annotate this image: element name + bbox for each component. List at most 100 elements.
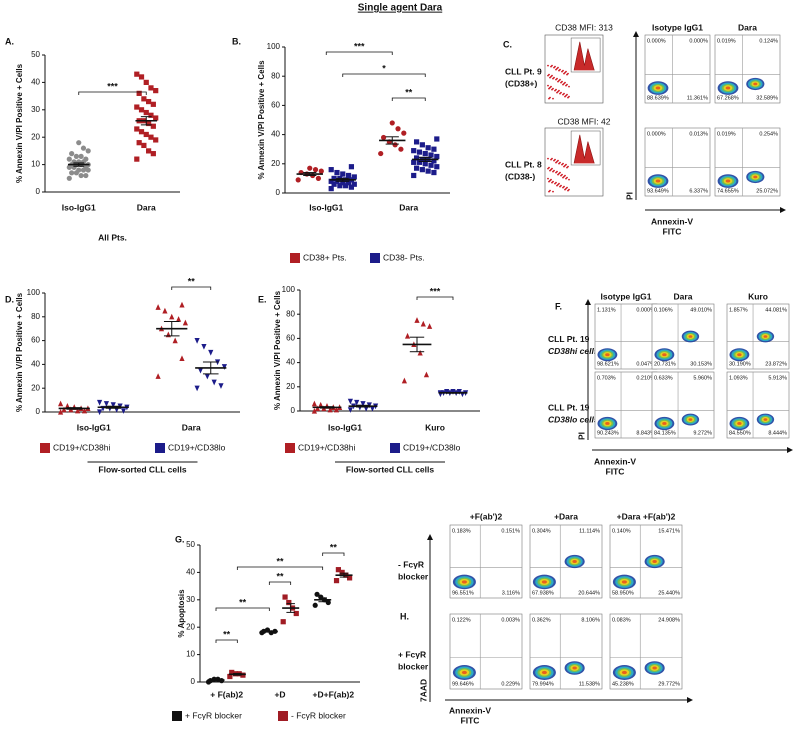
cell-density — [461, 580, 467, 584]
quadrant-value: 8.444% — [768, 430, 787, 436]
quadrant-value: 67.938% — [532, 590, 554, 596]
quadrant-value: 1.857% — [729, 307, 748, 313]
data-point — [311, 407, 317, 414]
event — [566, 93, 568, 96]
data-point — [420, 320, 426, 327]
x-tick-label: Dara — [399, 202, 418, 212]
panel-label: D. — [5, 294, 14, 304]
data-point — [76, 167, 82, 173]
data-point — [103, 401, 110, 407]
event — [565, 70, 567, 73]
event — [553, 76, 555, 79]
data-point — [450, 389, 456, 395]
data-point — [434, 164, 440, 170]
event — [568, 178, 570, 181]
y-tick-label: 20 — [31, 132, 40, 141]
event — [558, 182, 560, 185]
quadrant-value: 74.655% — [717, 188, 739, 194]
row-label: blocker — [398, 662, 429, 672]
data-point — [146, 98, 152, 105]
row-label: CD38hi cells — [548, 346, 599, 356]
legend-label: - FcγR blocker — [291, 710, 346, 720]
data-point — [413, 165, 420, 171]
y-tick-label: 30 — [186, 595, 195, 604]
event — [555, 181, 557, 184]
x-tick-label: +D — [274, 689, 285, 699]
data-point — [347, 398, 353, 405]
y-axis-label: % Annexin V/PI Positive + Cells — [15, 63, 24, 183]
legend-swatch — [390, 443, 400, 453]
quadrant-value: 79.994% — [532, 681, 554, 687]
quadrant-value: 84.550% — [729, 430, 751, 436]
significance-label: ** — [276, 571, 284, 581]
data-point — [325, 599, 331, 606]
x-axis-label: Annexin-V — [449, 705, 491, 715]
event — [564, 81, 566, 84]
x-tick-label: Dara — [137, 202, 156, 212]
data-point — [227, 673, 233, 680]
y-tick-label: 80 — [286, 309, 295, 318]
event — [568, 95, 570, 98]
quadrant-value: 5.960% — [693, 375, 712, 381]
panel-label: F. — [555, 301, 562, 311]
cell-density — [725, 86, 731, 90]
data-point — [312, 167, 319, 173]
data-point — [61, 406, 67, 413]
y-tick-label: 40 — [271, 130, 280, 139]
quadrant-value: 0.122% — [452, 617, 471, 623]
significance-bracket — [342, 73, 426, 77]
row-label: CLL Pt. 19 — [548, 334, 590, 344]
event — [559, 78, 561, 81]
event — [567, 165, 569, 168]
quadrant-value: 45.238% — [612, 681, 634, 687]
quadrant-value: 8.106% — [581, 617, 600, 623]
quadrant-value: 88.639% — [647, 95, 669, 101]
cell-density — [763, 418, 768, 421]
data-point — [404, 332, 411, 339]
quadrant-value: 30.190% — [729, 361, 751, 367]
column-header: Dara — [674, 291, 693, 301]
data-point — [413, 139, 420, 145]
data-point — [143, 79, 149, 85]
event — [559, 161, 561, 164]
event — [568, 188, 570, 191]
data-point — [153, 137, 159, 143]
cell-density — [753, 175, 758, 179]
data-point — [143, 109, 149, 116]
data-point — [431, 158, 437, 164]
data-point — [141, 142, 147, 149]
data-point — [120, 408, 127, 414]
mfi-label: CD38 MFI: 313 — [555, 22, 613, 32]
row-label: - FcγR — [398, 559, 424, 569]
data-point — [337, 183, 343, 189]
event — [564, 174, 566, 177]
data-point — [343, 183, 349, 189]
data-point — [312, 602, 318, 608]
panel-label: A. — [5, 36, 14, 46]
data-point — [419, 142, 425, 148]
data-point — [71, 159, 77, 165]
data-point — [169, 313, 175, 320]
data-point — [413, 155, 420, 161]
data-point — [211, 379, 217, 386]
quadrant-value: 0.013% — [689, 131, 708, 137]
quadrant-value: 15.471% — [658, 528, 680, 534]
quadrant-value: 0.124% — [759, 38, 778, 44]
data-point — [240, 672, 246, 678]
panel-label: H. — [400, 611, 409, 621]
data-point — [286, 599, 292, 606]
x-tick-label: Iso-IgG1 — [77, 422, 111, 432]
data-point — [333, 406, 340, 413]
quadrant-value: 58.950% — [612, 590, 634, 596]
significance-label: *** — [354, 41, 365, 51]
event — [547, 177, 549, 180]
data-point — [66, 175, 72, 181]
data-point — [392, 142, 398, 148]
data-point — [138, 74, 145, 80]
significance-label: ** — [188, 276, 196, 286]
event — [559, 68, 561, 71]
quadrant-value: 9.272% — [693, 430, 712, 436]
data-point — [340, 171, 346, 177]
y-tick-label: 80 — [271, 71, 280, 80]
